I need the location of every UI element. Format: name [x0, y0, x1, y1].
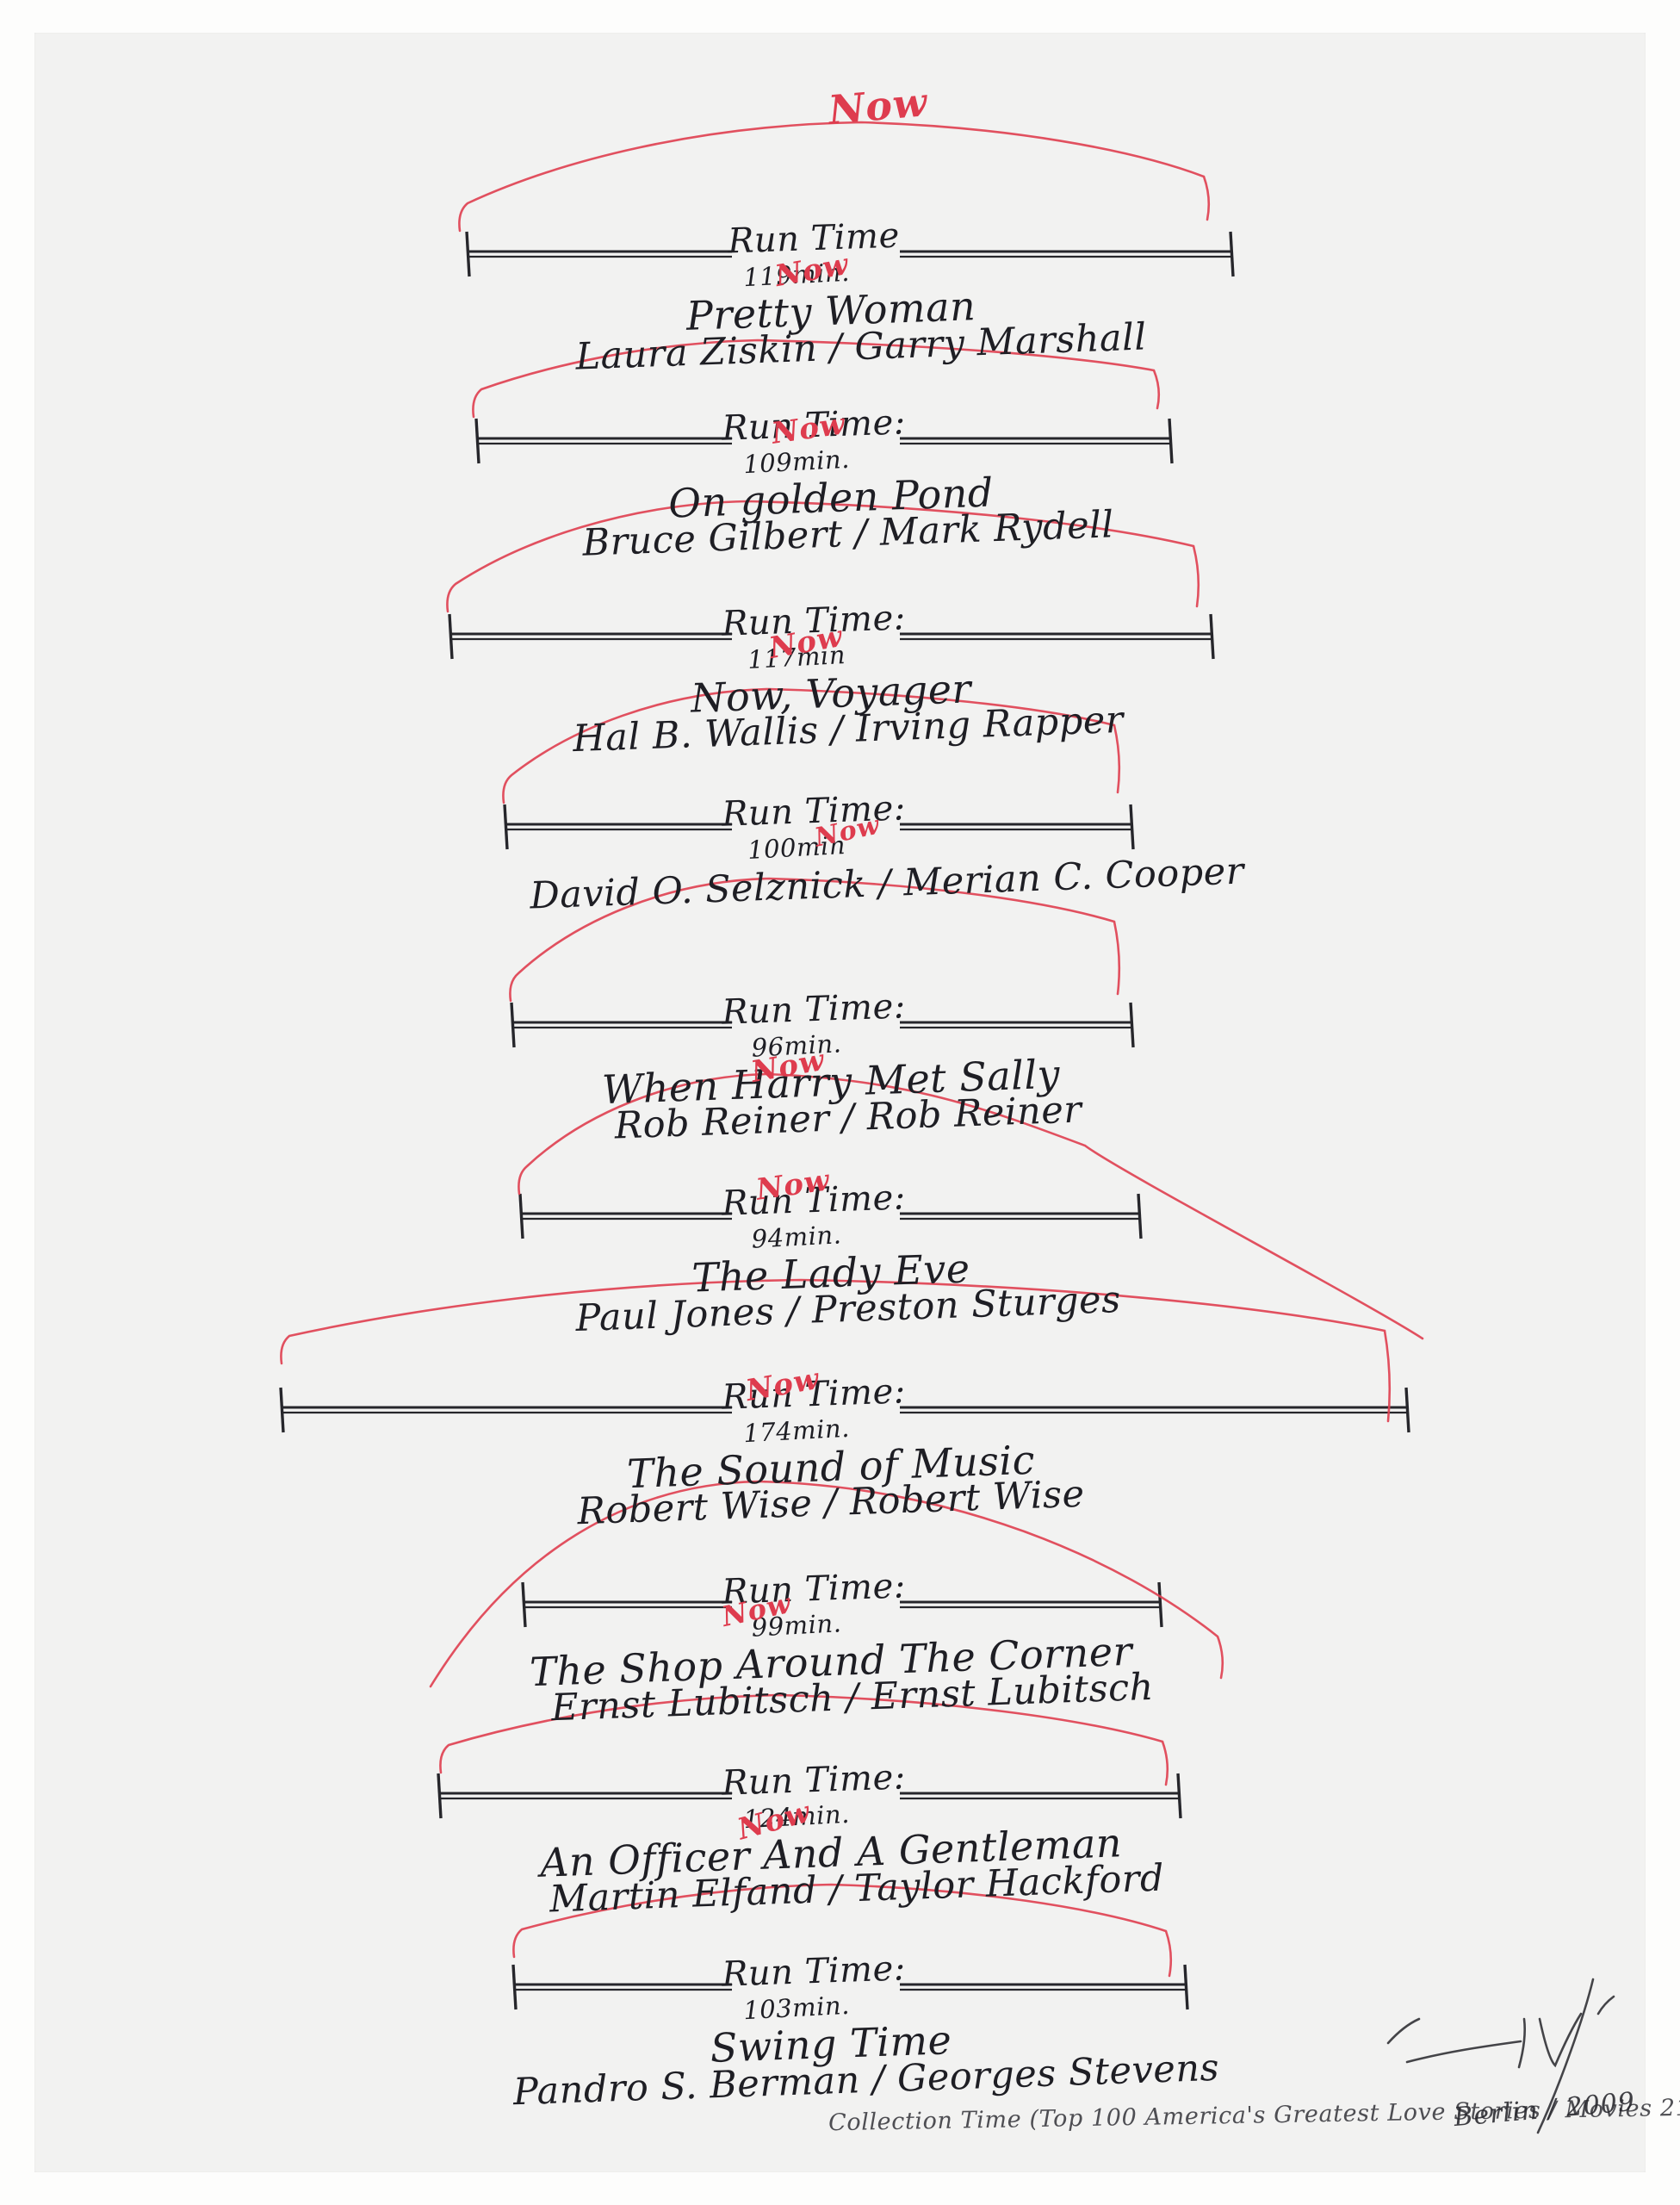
run-time-arc: [446, 500, 1200, 613]
paper: [34, 33, 1646, 2172]
timeline-end-tick: [1183, 1964, 1189, 2010]
timeline-end-tick: [448, 613, 454, 660]
timeline-end-tick: [279, 1387, 285, 1433]
timeline-line: [474, 418, 1174, 464]
now-annotation-top: Now: [826, 78, 930, 134]
run-time-arc: [518, 1072, 1424, 1340]
timeline-line: [503, 804, 1135, 850]
timeline-end-tick: [1209, 613, 1215, 660]
timeline-end-tick: [511, 1964, 518, 2010]
timeline-end-tick: [1137, 1193, 1143, 1239]
timeline-line: [465, 231, 1235, 277]
timeline-end-tick: [510, 1002, 516, 1048]
timeline-end-tick: [1129, 804, 1135, 850]
timeline-end-tick: [1176, 1773, 1182, 1819]
timeline-end-tick: [1229, 231, 1235, 277]
run-time-label: Run Time:: [721, 986, 907, 1033]
timeline-end-tick: [437, 1773, 443, 1819]
run-time-arc: [429, 1480, 1224, 1688]
run-time-arc: [509, 877, 1121, 1003]
timeline-line: [521, 1581, 1163, 1628]
run-time-arc: [472, 339, 1161, 419]
run-time-arc: [439, 1693, 1169, 1786]
run-time-arc: [458, 121, 1211, 233]
run-time-minutes: 94min.: [750, 1220, 843, 1254]
timeline-line: [518, 1193, 1143, 1239]
timeline-end-tick: [518, 1193, 524, 1239]
run-time-arc: [502, 687, 1121, 804]
timeline-end-tick: [521, 1581, 527, 1628]
timeline-line: [511, 1964, 1189, 2010]
timeline-end-tick: [1129, 1002, 1135, 1048]
run-time-label: Run Time:: [721, 1948, 907, 1995]
timeline-line: [437, 1773, 1182, 1819]
timeline-end-tick: [474, 418, 480, 464]
timeline-line: [279, 1387, 1410, 1433]
timeline-end-tick: [503, 804, 509, 850]
run-time-arc: [280, 1278, 1392, 1423]
run-time-arc: [512, 1883, 1173, 1978]
timeline-end-tick: [1404, 1387, 1410, 1433]
timeline-line: [448, 613, 1215, 660]
run-time-label: Run Time:: [721, 1757, 907, 1804]
timeline-end-tick: [1157, 1581, 1163, 1628]
timeline-end-tick: [465, 231, 471, 277]
timeline-line: [510, 1002, 1135, 1048]
timeline-end-tick: [1168, 418, 1174, 464]
